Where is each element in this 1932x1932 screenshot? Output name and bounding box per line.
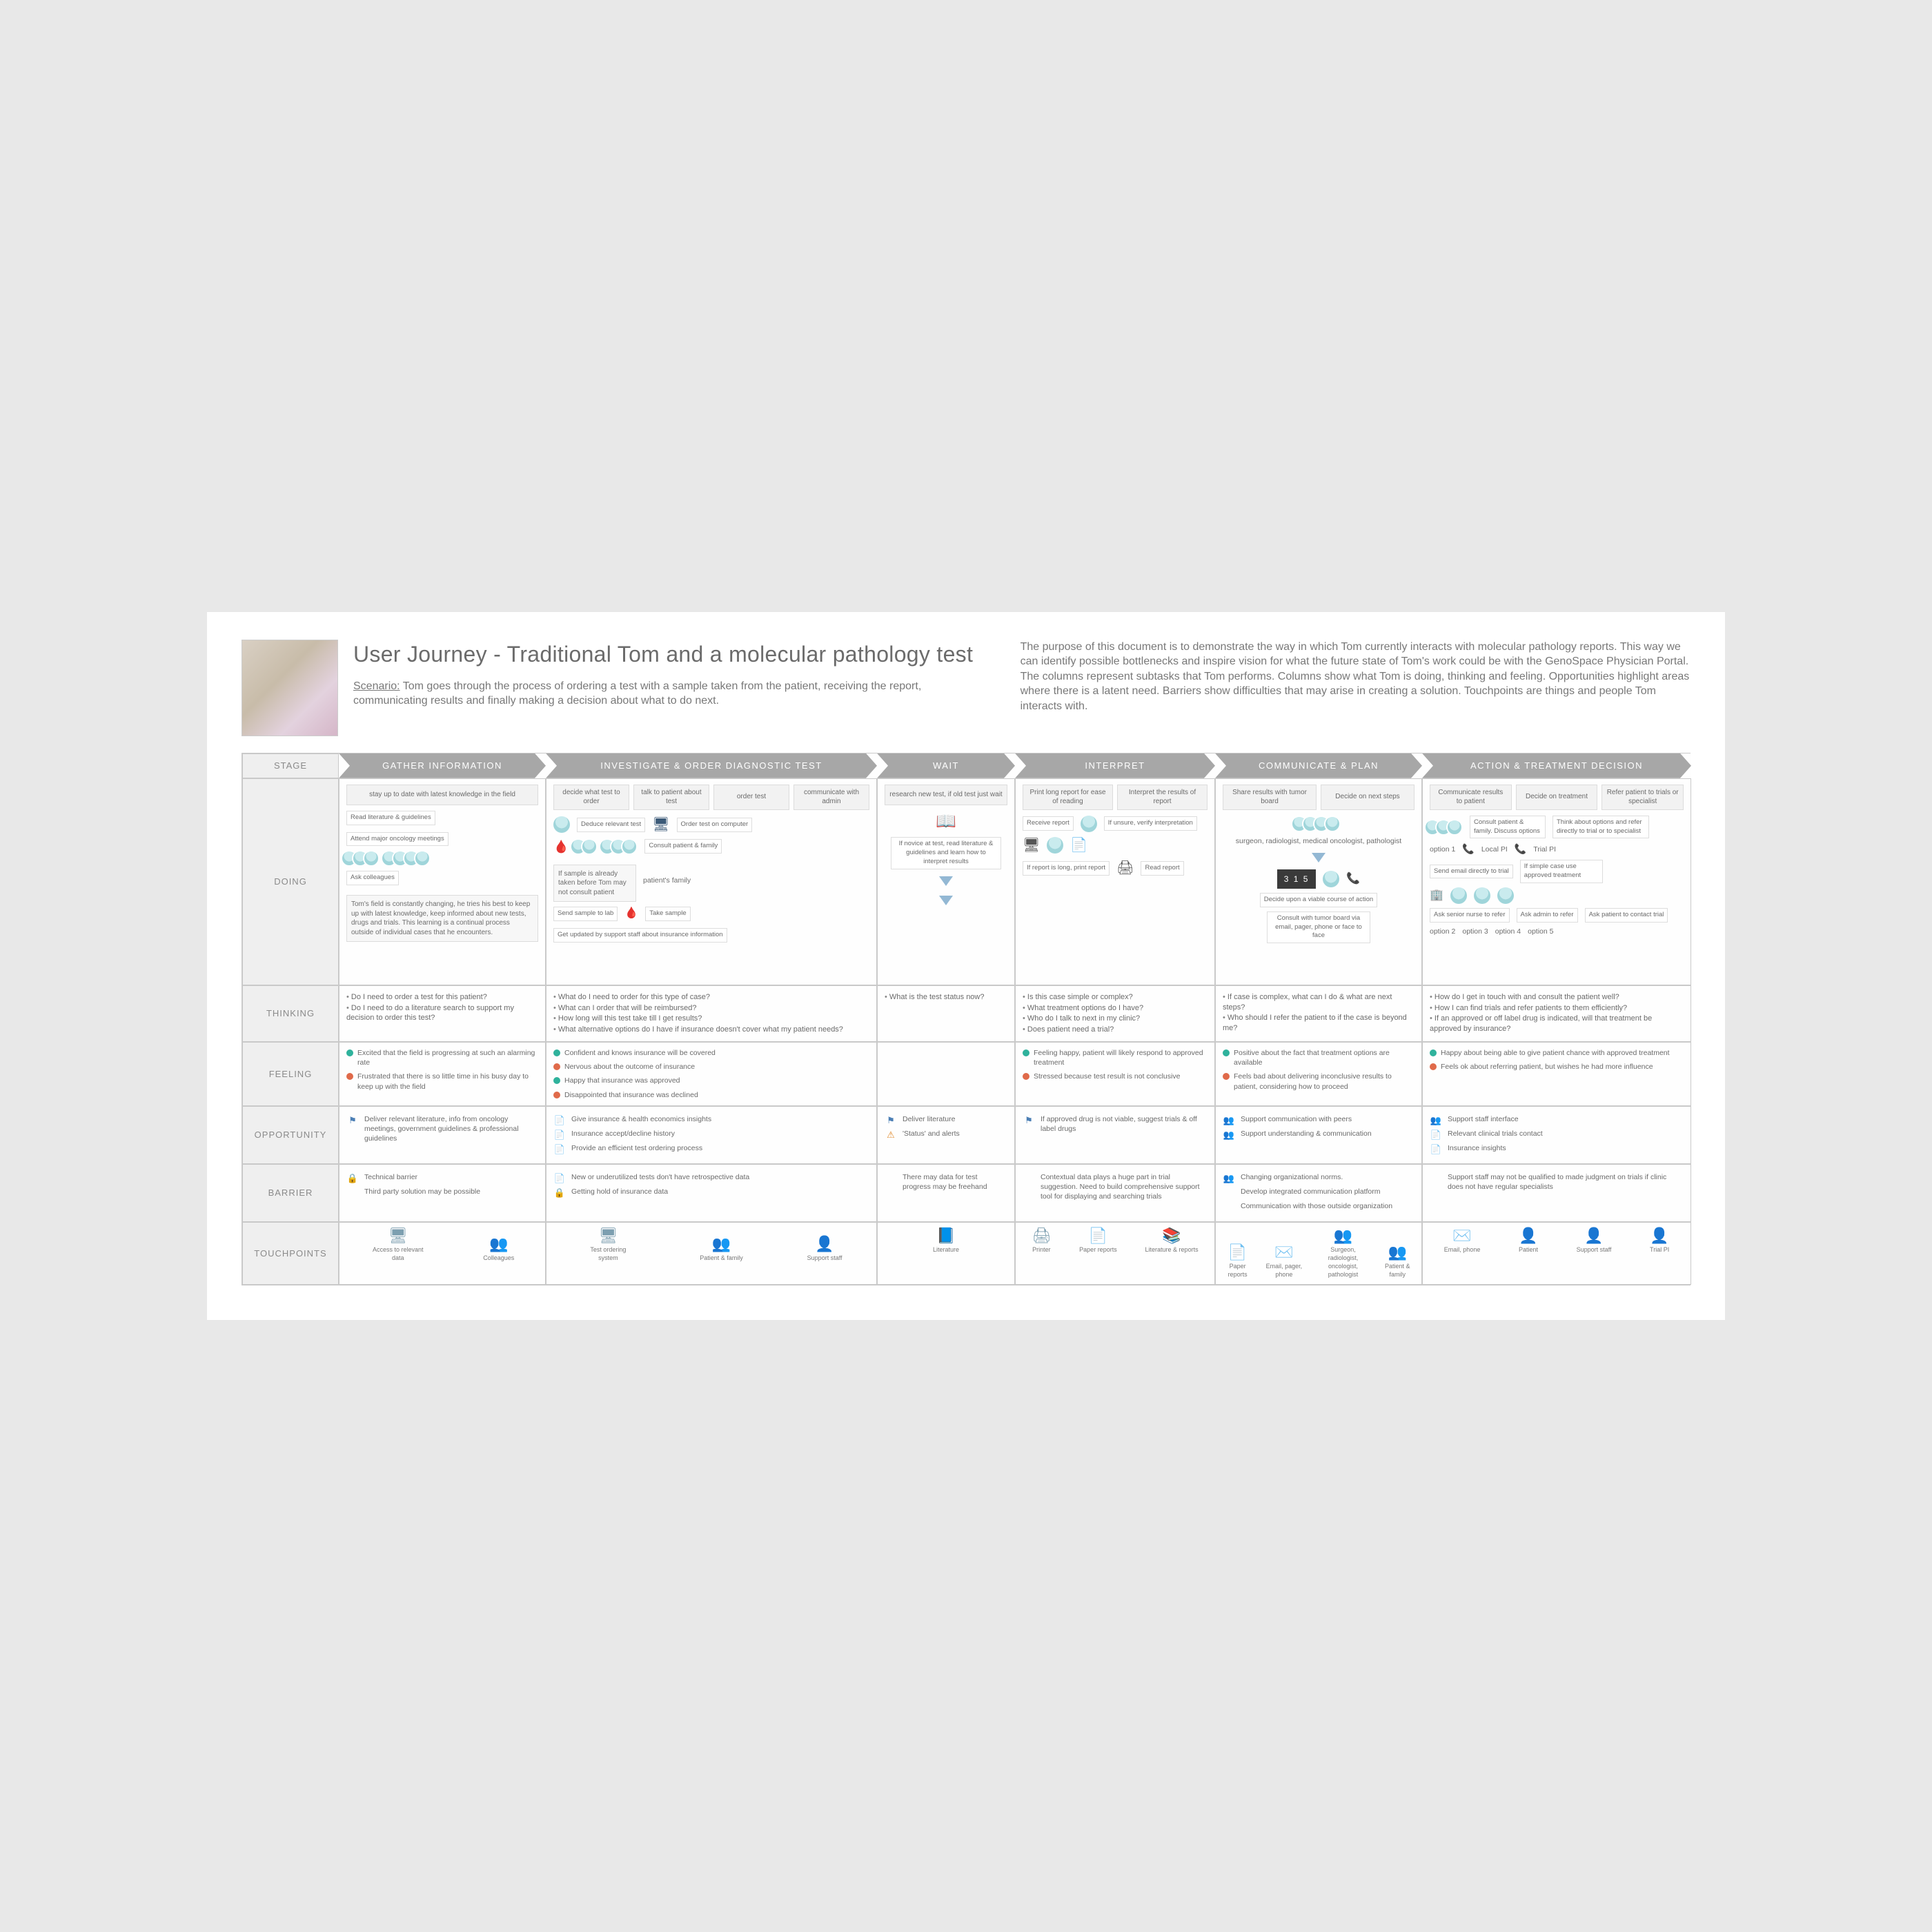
- touchpoints-cell: 🖨Printer📄Paper reports📚Literature & repo…: [1015, 1222, 1215, 1285]
- scenario-text: Scenario: Tom goes through the process o…: [353, 679, 979, 709]
- thinking-cell: What do I need to order for this type of…: [546, 985, 877, 1042]
- row-label-doing: DOING: [242, 778, 339, 985]
- stage-arrow: ACTION & TREATMENT DECISION: [1422, 753, 1691, 778]
- doing-action: Communicate results to patient Decide on…: [1422, 778, 1691, 985]
- stage-arrow: COMMUNICATE & PLAN: [1215, 753, 1422, 778]
- doing-wait: research new test, if old test just wait…: [877, 778, 1015, 985]
- stage-arrow: INVESTIGATE & ORDER DIAGNOSTIC TEST: [546, 753, 877, 778]
- opportunity-cell: ⚑Deliver relevant literature, info from …: [339, 1106, 546, 1164]
- feeling-cell: Feeling happy, patient will likely respo…: [1015, 1042, 1215, 1106]
- barrier-cell: 👥Changing organizational norms.Develop i…: [1215, 1164, 1422, 1222]
- thinking-cell: Is this case simple or complex?What trea…: [1015, 985, 1215, 1042]
- persona-photo: [241, 640, 338, 736]
- touchpoints-cell: 🖥Test ordering system👥Patient & family👤S…: [546, 1222, 877, 1285]
- stage-arrow: WAIT: [877, 753, 1015, 778]
- row-label-stage: STAGE: [242, 753, 339, 778]
- doing-interpret: Print long report for ease of reading In…: [1015, 778, 1215, 985]
- row-label-touchpoints: TOUCHPOINTS: [242, 1222, 339, 1285]
- touchpoints-cell: 📄Paper reports✉️Email, pager, phone👥Surg…: [1215, 1222, 1422, 1285]
- touchpoints-cell: ✉️Email, phone👤Patient👤Support staff👤Tri…: [1422, 1222, 1691, 1285]
- feeling-cell: [877, 1042, 1015, 1106]
- touchpoints-cell: 🖥Access to relevant data👥Colleagues: [339, 1222, 546, 1285]
- purpose-text: The purpose of this document is to demon…: [1021, 640, 1690, 714]
- opportunity-cell: 📄Give insurance & health economics insig…: [546, 1106, 877, 1164]
- stage-arrow: GATHER INFORMATION: [339, 753, 546, 778]
- opportunity-cell: 👥Support communication with peers👥Suppor…: [1215, 1106, 1422, 1164]
- stage-arrow: INTERPRET: [1015, 753, 1215, 778]
- row-label-feeling: FEELING: [242, 1042, 339, 1106]
- thinking-cell: Do I need to order a test for this patie…: [339, 985, 546, 1042]
- doing-investigate: decide what test to order talk to patien…: [546, 778, 877, 985]
- feeling-cell: Positive about the fact that treatment o…: [1215, 1042, 1422, 1106]
- feeling-cell: Happy about being able to give patient c…: [1422, 1042, 1691, 1106]
- doing-communicate: Share results with tumor board Decide on…: [1215, 778, 1422, 985]
- journey-map: User Journey - Traditional Tom and a mol…: [207, 612, 1725, 1321]
- podium-icon: 3 1 5: [1277, 869, 1317, 889]
- feeling-cell: Confident and knows insurance will be co…: [546, 1042, 877, 1106]
- barrier-cell: Contextual data plays a huge part in tri…: [1015, 1164, 1215, 1222]
- thinking-cell: How do I get in touch with and consult t…: [1422, 985, 1691, 1042]
- touchpoints-cell: 📘Literature: [877, 1222, 1015, 1285]
- barrier-cell: There may data for test progress may be …: [877, 1164, 1015, 1222]
- page-title: User Journey - Traditional Tom and a mol…: [353, 640, 979, 669]
- opportunity-cell: 👥Support staff interface📄Relevant clinic…: [1422, 1106, 1691, 1164]
- opportunity-cell: ⚑If approved drug is not viable, suggest…: [1015, 1106, 1215, 1164]
- row-label-barrier: BARRIER: [242, 1164, 339, 1222]
- header: User Journey - Traditional Tom and a mol…: [241, 640, 1690, 736]
- opportunity-cell: ⚑Deliver literature⚠'Status' and alerts: [877, 1106, 1015, 1164]
- feeling-cell: Excited that the field is progressing at…: [339, 1042, 546, 1106]
- thinking-cell: If case is complex, what can I do & what…: [1215, 985, 1422, 1042]
- barrier-cell: 🔒Technical barrierThird party solution m…: [339, 1164, 546, 1222]
- thinking-cell: What is the test status now?: [877, 985, 1015, 1042]
- row-label-thinking: THINKING: [242, 985, 339, 1042]
- barrier-cell: Support staff may not be qualified to ma…: [1422, 1164, 1691, 1222]
- journey-grid: STAGE GATHER INFORMATION INVESTIGATE & O…: [241, 753, 1690, 1286]
- row-label-opportunity: OPPORTUNITY: [242, 1106, 339, 1164]
- barrier-cell: 📄New or underutilized tests don't have r…: [546, 1164, 877, 1222]
- doing-gather: stay up to date with latest knowledge in…: [339, 778, 546, 985]
